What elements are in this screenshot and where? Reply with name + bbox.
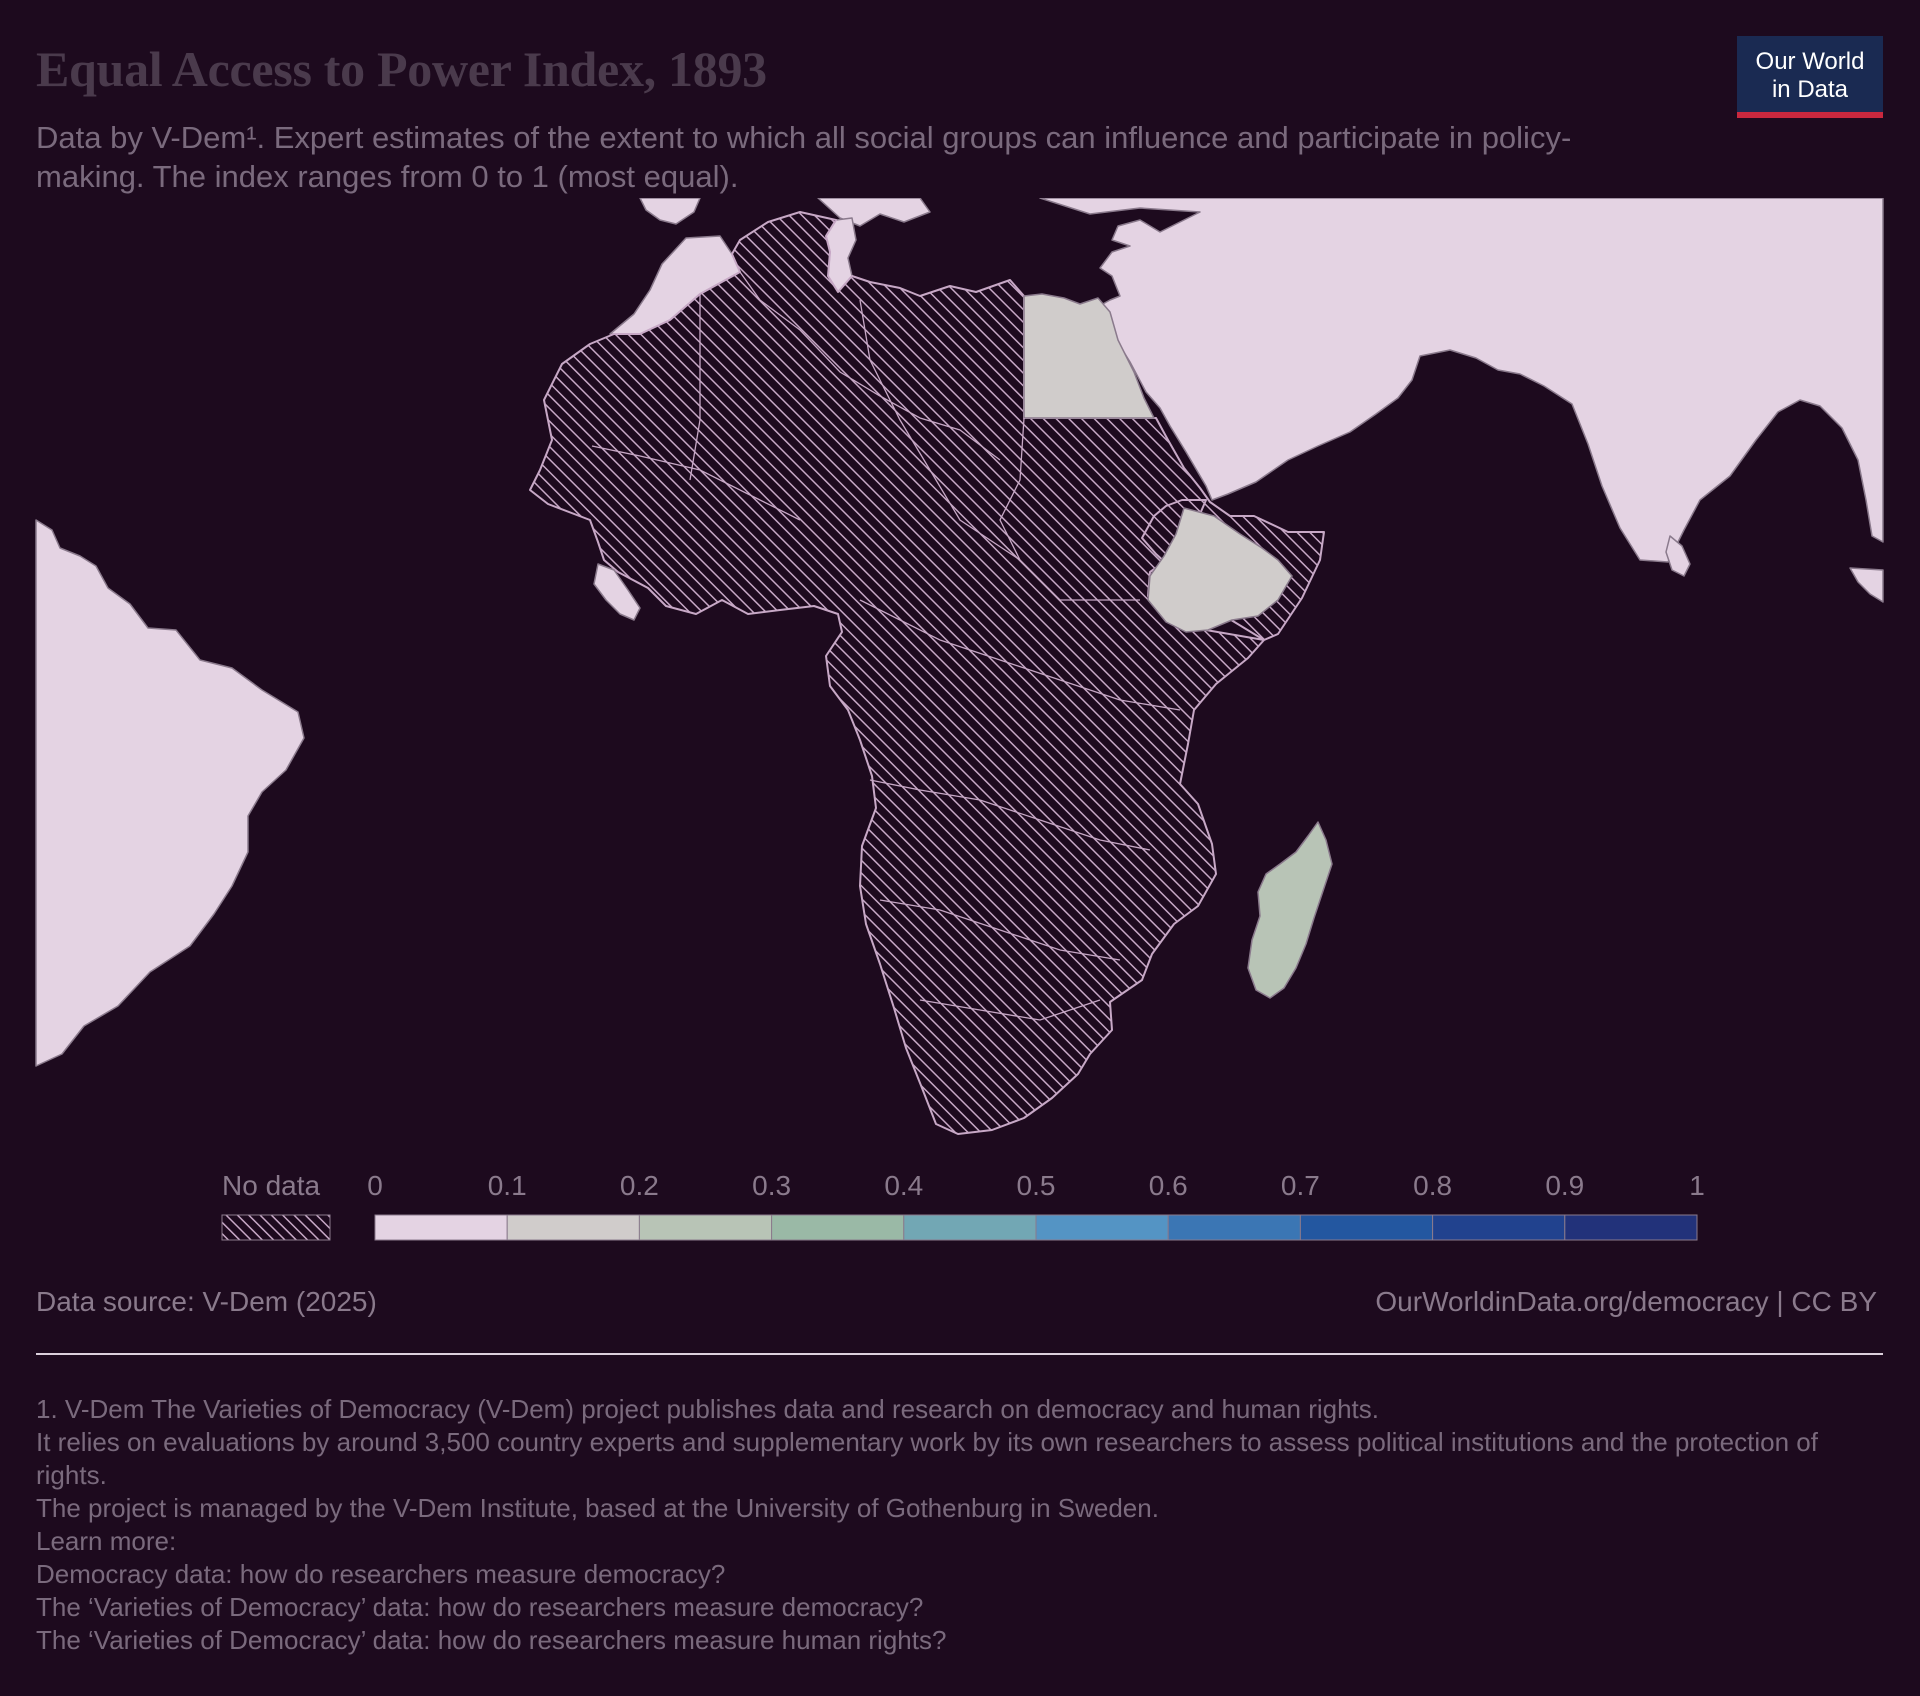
note-2: It relies on evaluations by around 3,500… bbox=[36, 1427, 1818, 1490]
legend-tick-label: 0.4 bbox=[884, 1170, 924, 1201]
legend-bin[interactable] bbox=[903, 1214, 1037, 1241]
border-lines-africa bbox=[591, 271, 1181, 1021]
legend-tick-label: 0.5 bbox=[1016, 1170, 1056, 1201]
legend-tick-label: 0.1 bbox=[487, 1170, 527, 1201]
legend-bin[interactable] bbox=[771, 1214, 905, 1241]
legend-no-data-label: No data bbox=[222, 1170, 321, 1201]
note-1: 1. V-Dem The Varieties of Democracy (V-D… bbox=[36, 1394, 1379, 1424]
note-link-3[interactable]: The ‘Varieties of Democracy’ data: how d… bbox=[36, 1625, 947, 1655]
legend-bin[interactable] bbox=[374, 1214, 508, 1241]
legend-bin[interactable] bbox=[1299, 1214, 1434, 1241]
region-ethiopia[interactable] bbox=[1147, 507, 1293, 633]
legend-tick-label: 0.6 bbox=[1148, 1170, 1188, 1201]
legend-bin[interactable] bbox=[1035, 1214, 1169, 1241]
note-3: The project is managed by the V-Dem Inst… bbox=[36, 1493, 1159, 1523]
legend-no-data-swatch bbox=[221, 1214, 331, 1241]
note-link-1[interactable]: Democracy data: how do researchers measu… bbox=[36, 1559, 726, 1589]
legend-tick-label: 0.2 bbox=[619, 1170, 659, 1201]
logo-line-1: Our World bbox=[1755, 48, 1865, 75]
legend-tick-label: 1 bbox=[1689, 1170, 1705, 1201]
region-south-america[interactable] bbox=[35, 519, 305, 1067]
legend-bin[interactable] bbox=[1432, 1214, 1566, 1241]
data-source: Data source: V-Dem (2025) bbox=[36, 1286, 377, 1317]
region-liberia[interactable] bbox=[593, 563, 641, 621]
region-iberia[interactable] bbox=[639, 198, 701, 225]
legend-tick-label: 0.8 bbox=[1413, 1170, 1453, 1201]
logo-line-2: in Data bbox=[1771, 76, 1849, 103]
legend bbox=[221, 1214, 1698, 1241]
region-sri-lanka[interactable] bbox=[1665, 535, 1691, 577]
footnotes: 1. V-Dem The Varieties of Democracy (V-D… bbox=[36, 1393, 1883, 1657]
legend-tick-label: 0 bbox=[367, 1170, 383, 1201]
footer-divider bbox=[36, 1353, 1883, 1355]
source-url[interactable]: OurWorldinData.org/democracy | CC BY bbox=[1375, 1286, 1877, 1317]
world-map[interactable] bbox=[0, 198, 1920, 1148]
legend-tick-label: 0.9 bbox=[1545, 1170, 1585, 1201]
legend-bin[interactable] bbox=[1564, 1214, 1698, 1241]
region-middle-east-asia[interactable] bbox=[1039, 198, 1884, 563]
note-link-2[interactable]: The ‘Varieties of Democracy’ data: how d… bbox=[36, 1592, 924, 1622]
legend-bin[interactable] bbox=[1167, 1214, 1301, 1241]
region-southeast-asia-tip[interactable] bbox=[1849, 567, 1884, 603]
chart-title: Equal Access to Power Index, 1893 bbox=[36, 41, 767, 97]
legend-tick-label: 0.3 bbox=[752, 1170, 792, 1201]
region-madagascar[interactable] bbox=[1247, 821, 1333, 999]
region-egypt[interactable] bbox=[1023, 293, 1155, 419]
legend-bin[interactable] bbox=[638, 1214, 773, 1241]
legend-tick-label: 0.7 bbox=[1280, 1170, 1320, 1201]
owid-logo[interactable]: Our World in Data bbox=[1737, 36, 1883, 118]
region-africa-no-data[interactable] bbox=[529, 211, 1325, 1135]
legend-bin[interactable] bbox=[506, 1214, 640, 1241]
note-4: Learn more: bbox=[36, 1526, 177, 1556]
chart-subtitle: Data by V-Dem¹. Expert estimates of the … bbox=[36, 120, 1572, 194]
